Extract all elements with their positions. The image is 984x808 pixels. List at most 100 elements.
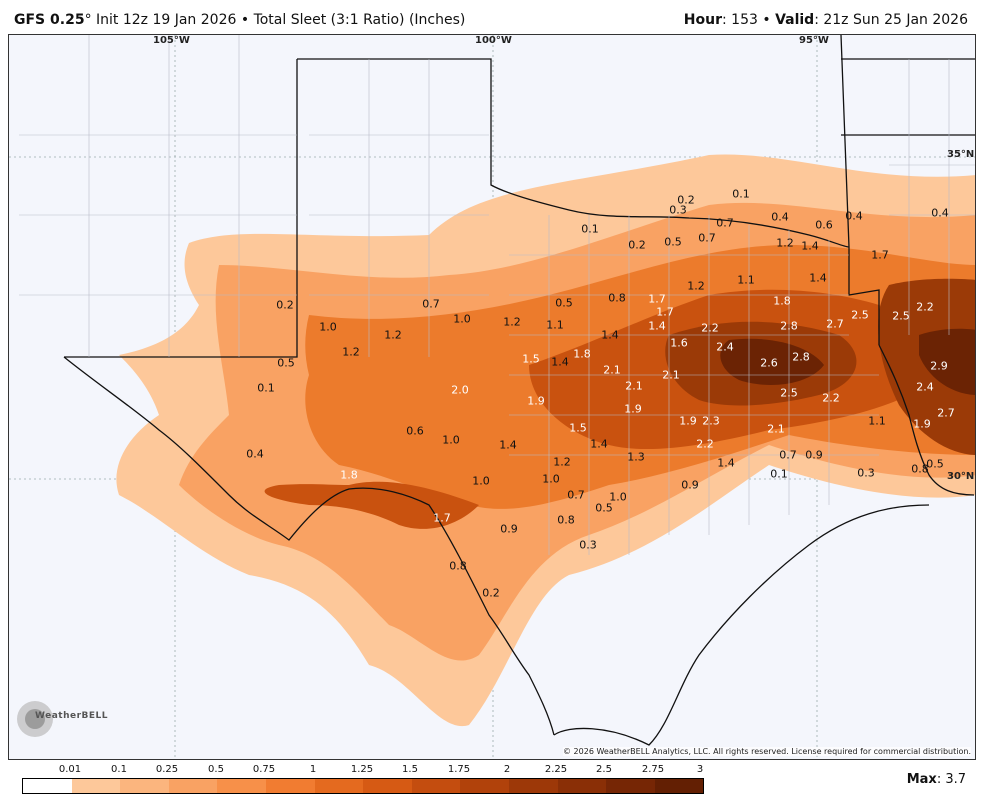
- point-value: 0.5: [595, 501, 613, 515]
- point-value: 1.1: [546, 318, 564, 332]
- point-value: 1.7: [433, 511, 451, 525]
- point-value: 0.5: [926, 457, 944, 471]
- point-value: 1.2: [776, 236, 794, 250]
- point-value: 1.2: [553, 455, 571, 469]
- point-value: 1.0: [442, 433, 460, 447]
- colorbar-bin: [508, 779, 558, 793]
- point-value: 0.7: [698, 231, 716, 245]
- tick-label: 1.5: [402, 764, 418, 775]
- point-value: 1.0: [319, 320, 337, 334]
- point-value: 1.8: [773, 294, 791, 308]
- point-value: 0.5: [277, 356, 295, 370]
- lon-label: 105°W: [153, 35, 190, 46]
- point-value: 1.8: [573, 347, 591, 361]
- degree-symbol: °: [84, 12, 92, 28]
- point-value: 0.1: [732, 187, 750, 201]
- valid-label: Valid: [775, 12, 815, 28]
- tick-label: 2.75: [641, 764, 665, 775]
- colorbar-bin: [411, 779, 461, 793]
- lon-label: 95°W: [799, 35, 829, 46]
- point-value: 0.6: [406, 424, 424, 438]
- point-value: 2.6: [760, 356, 778, 370]
- point-value: 0.7: [422, 297, 440, 311]
- point-value: 2.2: [822, 391, 840, 405]
- point-value: 1.9: [679, 414, 697, 428]
- point-value: 1.9: [527, 394, 545, 408]
- point-value: 1.7: [656, 305, 674, 319]
- colorbar-bin: [23, 779, 72, 793]
- point-value: 0.4: [246, 447, 264, 461]
- valid-value: : 21z Sun 25 Jan 2026: [814, 12, 968, 28]
- point-value: 1.4: [717, 456, 735, 470]
- point-value: 2.1: [625, 379, 643, 393]
- point-value: 1.5: [522, 352, 540, 366]
- tick-label: 2.5: [596, 764, 612, 775]
- point-value: 1.1: [868, 414, 886, 428]
- tick-label: 0.25: [155, 764, 179, 775]
- point-value: 1.8: [340, 468, 358, 482]
- point-value: 2.4: [916, 380, 934, 394]
- point-value: 2.1: [662, 368, 680, 382]
- point-value: 0.5: [555, 296, 573, 310]
- colorbar-bin: [71, 779, 121, 793]
- point-value: 2.1: [603, 363, 621, 377]
- hour-value: : 153: [722, 12, 758, 28]
- init-time: Init 12z 19 Jan 2026: [91, 12, 237, 28]
- point-value: 1.9: [913, 417, 931, 431]
- point-value: 1.0: [453, 312, 471, 326]
- point-value: 0.3: [669, 203, 687, 217]
- point-value: 2.9: [930, 359, 948, 373]
- point-value: 0.3: [579, 538, 597, 552]
- point-value: 1.5: [569, 421, 587, 435]
- point-value: 2.2: [916, 300, 934, 314]
- tick-label: 0.1: [111, 764, 127, 775]
- point-value: 1.9: [624, 402, 642, 416]
- point-value: 1.4: [648, 319, 666, 333]
- point-value: 1.1: [737, 273, 755, 287]
- point-value: 0.1: [581, 222, 599, 236]
- tick-label: 0.75: [252, 764, 276, 775]
- point-value: 2.3: [702, 414, 720, 428]
- tick-label: 1: [309, 764, 317, 775]
- colorbar-bin: [217, 779, 266, 793]
- colorbar-bin: [460, 779, 509, 793]
- tick-label: 2.25: [544, 764, 568, 775]
- hour-label: Hour: [683, 12, 722, 28]
- point-value: 0.5: [664, 235, 682, 249]
- point-value: 0.9: [500, 522, 518, 536]
- max-value-label: Max: 3.7: [907, 772, 966, 787]
- tick-label: 1.75: [447, 764, 471, 775]
- point-value: 0.8: [608, 291, 626, 305]
- point-value: 1.4: [590, 437, 608, 451]
- point-value: 0.3: [857, 466, 875, 480]
- lat-label: 30°N: [947, 471, 975, 482]
- point-value: 1.2: [342, 345, 360, 359]
- point-value: 2.8: [792, 350, 810, 364]
- product-name: Total Sleet (3:1 Ratio) (Inches): [253, 12, 466, 28]
- sleet-map: [9, 35, 975, 759]
- valid-info: Hour: 153 • Valid: 21z Sun 25 Jan 2026: [683, 12, 968, 28]
- colorbar-bin: [314, 779, 364, 793]
- point-value: 1.2: [687, 279, 705, 293]
- map-title: GFS 0.25° Init 12z 19 Jan 2026 • Total S…: [14, 12, 465, 28]
- lon-label: 100°W: [475, 35, 512, 46]
- point-value: 2.2: [696, 437, 714, 451]
- point-value: 0.4: [771, 210, 789, 224]
- point-value: 1.3: [627, 450, 645, 464]
- point-value: 0.7: [779, 448, 797, 462]
- map-panel: 105°W 100°W 95°W 35°N 30°N 0.2 0.1 0.4 0…: [8, 34, 976, 760]
- max-value: : 3.7: [936, 772, 966, 787]
- point-value: 0.8: [557, 513, 575, 527]
- colorbar-bin: [363, 779, 412, 793]
- colorbar-bin: [265, 779, 315, 793]
- point-value: 1.6: [670, 336, 688, 350]
- colorbar-bin: [557, 779, 607, 793]
- point-value: 0.8: [449, 559, 467, 573]
- point-value: 2.8: [780, 319, 798, 333]
- point-value: 1.4: [499, 438, 517, 452]
- max-label: Max: [906, 772, 937, 787]
- bullet-separator: •: [236, 12, 254, 28]
- logo-swirl-icon: [17, 701, 53, 737]
- copyright-notice: © 2026 WeatherBELL Analytics, LLC. All r…: [563, 747, 971, 756]
- point-value: 2.5: [851, 308, 869, 322]
